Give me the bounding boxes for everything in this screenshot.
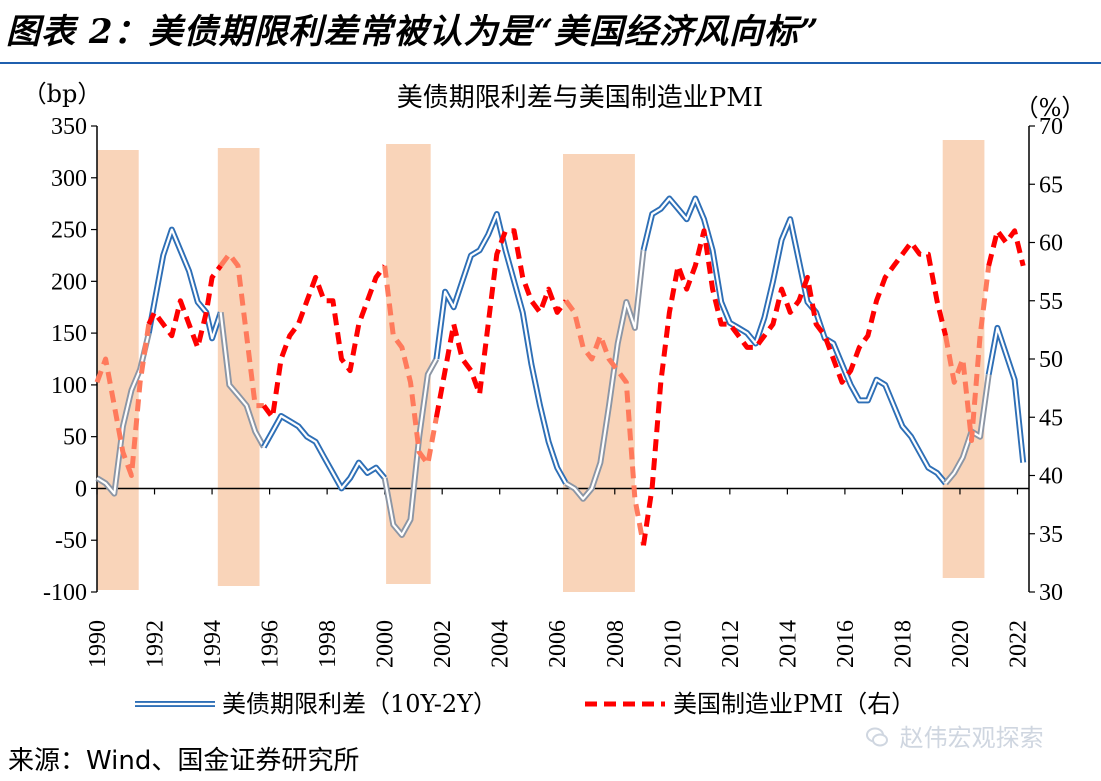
wechat-icon (866, 727, 888, 747)
x-tick-label: 2004 (488, 620, 514, 668)
x-tick-label: 1994 (200, 620, 226, 668)
left-tick-label: 150 (51, 321, 87, 347)
x-tick-label: 2022 (1005, 620, 1031, 668)
right-tick-label: 30 (1039, 580, 1063, 606)
x-tick-label: 1996 (258, 620, 284, 668)
left-tick-label: 250 (51, 218, 87, 244)
spread-line-inner (642, 197, 947, 485)
left-tick-label: 50 (63, 425, 87, 451)
pmi-line (986, 228, 1026, 267)
x-tick-label: 2012 (718, 620, 744, 668)
spread-line-inner (383, 358, 438, 537)
chart: 美债期限利差与美国制造业PMI （bp） （%） 350300250200150… (23, 80, 1086, 718)
pmi-line (218, 251, 264, 409)
pmi-line (146, 264, 223, 350)
right-tick-label: 65 (1039, 172, 1063, 198)
spread-line-outer (433, 211, 569, 485)
right-tick-label: 70 (1039, 114, 1063, 140)
x-tick-label: 2000 (373, 620, 399, 668)
spread-line-inner (944, 374, 990, 485)
x-tick-label: 2016 (833, 620, 859, 668)
legend-spread-label: 美债期限利差（10Y-2Y） (222, 690, 497, 718)
right-tick-label: 40 (1039, 464, 1063, 490)
figure-title: 图表 2：美债期限利差常被认为是“美国经济风向标” (6, 12, 820, 52)
left-tick-label: 200 (51, 269, 87, 295)
spread-line-inner (219, 312, 265, 448)
spread-line-inner (435, 212, 567, 484)
chart-title: 美债期限利差与美国制造业PMI (397, 83, 763, 113)
right-tick-label: 35 (1039, 522, 1063, 548)
x-tick-label: 1998 (315, 620, 341, 668)
series-group (94, 195, 1027, 546)
left-tick-label: 100 (51, 373, 87, 399)
pmi-line (261, 264, 387, 420)
pmi-line (943, 265, 992, 443)
title-rule (0, 62, 1101, 64)
left-axis-unit: （bp） (23, 80, 102, 108)
x-tick-label: 2014 (775, 620, 801, 668)
legend-pmi-label: 美国制造业PMI（右） (673, 690, 915, 718)
x-tick-label: 1992 (143, 620, 169, 668)
pmi-line (382, 265, 439, 467)
spread-line-inner (262, 414, 386, 490)
spread-line-inner (565, 250, 645, 500)
source-note: 来源：Wind、国金证券研究所 (8, 746, 360, 776)
pmi-line (563, 299, 646, 546)
spread-line-outer (261, 413, 388, 492)
recession-shade (217, 148, 260, 586)
x-tick-label: 2018 (890, 620, 916, 668)
watermark: 赵伟宏观探索 (866, 718, 1044, 753)
recession-shade (563, 154, 635, 592)
x-tick-label: 2008 (603, 620, 629, 668)
left-axis-ticks: 350 300 250 200 150 100 50 0 -50 -100 (43, 114, 97, 606)
pmi-line (94, 323, 152, 478)
x-tick-label: 2006 (545, 620, 571, 668)
right-tick-label: 45 (1039, 405, 1063, 431)
x-tick-label: 1990 (85, 620, 111, 668)
right-tick-label: 60 (1039, 231, 1063, 257)
right-axis-ticks: 70 65 60 55 50 45 40 35 30 (1029, 114, 1063, 606)
spread-line-inner (987, 326, 1025, 463)
left-tick-label: 0 (75, 476, 87, 502)
right-tick-label: 55 (1039, 289, 1063, 315)
pmi-line (433, 228, 568, 418)
left-tick-label: -50 (55, 528, 87, 554)
pmi-line (641, 228, 949, 546)
x-tick-label: 2010 (660, 620, 686, 668)
spread-line-inner (147, 228, 222, 340)
x-tick-label: 2020 (948, 620, 974, 668)
x-axis-ticks: 1990 1992 1994 1996 1998 2000 2002 2004 2006 2008… (85, 488, 1031, 668)
x-tick-label: 2002 (430, 620, 456, 668)
right-axis-unit: （%） (1015, 94, 1086, 122)
recession-shade (97, 150, 139, 590)
right-tick-label: 50 (1039, 347, 1063, 373)
legend: 美债期限利差（10Y-2Y） 美国制造业PMI（右） (135, 690, 915, 718)
left-tick-label: -100 (43, 580, 87, 606)
watermark-text: 赵伟宏观探索 (899, 724, 1044, 752)
left-tick-label: 350 (51, 114, 87, 140)
left-tick-label: 300 (51, 166, 87, 192)
